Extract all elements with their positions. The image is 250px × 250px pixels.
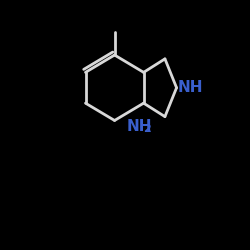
Text: NH: NH xyxy=(126,119,152,134)
Text: 2: 2 xyxy=(143,124,151,134)
Text: NH: NH xyxy=(178,80,204,95)
